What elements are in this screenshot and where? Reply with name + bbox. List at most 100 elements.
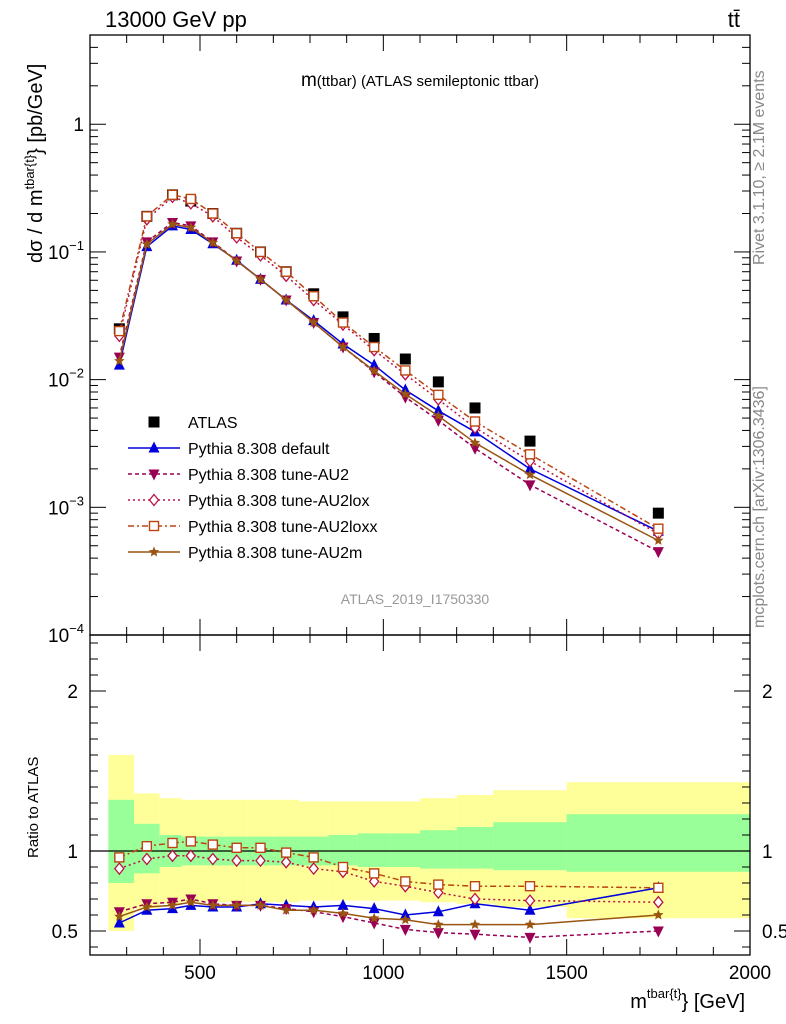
x-tick-label: 2000 — [729, 963, 771, 984]
data-point — [432, 376, 444, 388]
legend-entry-pythia-8-308-default: Pythia 8.308 default — [128, 441, 330, 458]
legend-entry-pythia-8-308-tune-au2: Pythia 8.308 tune-AU2 — [128, 467, 349, 484]
source-label: mcplots.cern.ch [arXiv:1306.3436] — [751, 386, 768, 628]
ratio-point — [469, 929, 481, 941]
ratio-point — [255, 854, 266, 868]
data-point — [185, 222, 197, 233]
ratio-point — [280, 847, 292, 858]
ratio-point — [432, 886, 444, 900]
ratio-point — [114, 911, 125, 922]
x-axis-label: mtbar{t}} [GeV] — [630, 986, 745, 1013]
y-tick-label: 10−2 — [48, 366, 84, 392]
x-tick-label: 1500 — [546, 963, 588, 984]
ratio-point — [207, 899, 219, 910]
legend-entry-pythia-8-308-tune-au2lox: Pythia 8.308 tune-AU2lox — [128, 493, 369, 510]
ratio-point — [368, 912, 380, 923]
ratio-point — [524, 903, 536, 915]
ratio-point — [433, 919, 444, 930]
data-point — [167, 218, 178, 229]
legend-marker — [148, 546, 160, 557]
ratio-point — [337, 898, 349, 910]
x-tick-label: 1000 — [362, 963, 404, 984]
data-point — [113, 358, 125, 370]
ratio-point — [469, 919, 481, 930]
data-point — [469, 416, 481, 427]
ratio-point — [524, 919, 536, 930]
analysis-id-label: ATLAS_2019_I1750330 — [341, 591, 490, 607]
ratio-point — [308, 852, 319, 863]
series-line — [118, 221, 659, 553]
data-point — [280, 266, 292, 277]
ratio-point — [652, 895, 664, 909]
data-point — [337, 341, 349, 352]
ratio-y-axis-label: Ratio to ATLAS — [25, 757, 42, 858]
ratio-y-tick-label-right: 0.5 — [762, 922, 786, 943]
ratio-point — [400, 914, 411, 925]
legend-entry-pythia-8-308-tune-au2loxx: Pythia 8.308 tune-AU2loxx — [128, 519, 377, 536]
data-point — [167, 189, 178, 201]
data-point — [469, 402, 481, 414]
ratio-point — [185, 896, 197, 907]
ratio-point — [308, 862, 320, 876]
legend-entry-pythia-8-308-tune-au2m: Pythia 8.308 tune-AU2m — [128, 545, 362, 562]
ratio-point — [337, 907, 349, 918]
y-tick-label: 10−3 — [48, 493, 84, 519]
ratio-point — [185, 836, 197, 847]
legend-marker — [148, 441, 160, 453]
ratio-point — [255, 842, 266, 853]
ratio-point — [337, 861, 349, 873]
series-line — [118, 223, 659, 542]
ratio-point — [432, 905, 444, 917]
data-point — [433, 410, 444, 421]
data-point — [368, 332, 380, 344]
ratio-point — [524, 894, 536, 908]
data-point — [400, 365, 411, 376]
legend-label: Pythia 8.308 tune-AU2lox — [188, 493, 369, 510]
ratio-point — [185, 849, 197, 863]
data-point — [368, 341, 380, 353]
legend-marker — [148, 469, 160, 481]
legend-label: Pythia 8.308 default — [188, 441, 330, 458]
data-point — [337, 317, 349, 328]
data-point — [433, 389, 444, 401]
main-title: m(ttbar) (ATLAS semileptonic ttbar) — [301, 70, 539, 91]
data-point — [308, 291, 319, 302]
legend-entry-atlas: ATLAS — [148, 415, 238, 432]
series-pythia-8-308-tune-au2m — [114, 218, 664, 545]
ratio-point — [432, 928, 444, 940]
data-point — [524, 462, 536, 474]
band-inner-bin — [328, 835, 358, 866]
series-line — [118, 196, 659, 535]
y-tick-label: 10−1 — [48, 238, 84, 264]
data-point — [469, 437, 481, 448]
ratio-point — [167, 899, 178, 910]
ratio-point — [255, 899, 266, 910]
ratio-y-tick-label-right: 1 — [762, 842, 773, 863]
ratio-point — [231, 842, 242, 853]
legend-marker — [148, 493, 160, 507]
x-tick-label: 500 — [184, 963, 216, 984]
main-panel: 10−4 10−3 10−2 10−1 1 m(ttbar) (ATLAS semile… — [22, 34, 751, 647]
y-tick-label: 10−4 — [48, 621, 84, 647]
legend-label: Pythia 8.308 tune-AU2loxx — [188, 519, 377, 536]
ratio-point — [141, 852, 153, 866]
ratio-point — [368, 902, 380, 914]
collision-label: 13000 GeV pp — [105, 7, 247, 32]
ratio-point — [368, 868, 380, 879]
ratio-point — [141, 841, 153, 852]
ratio-line — [119, 840, 659, 889]
data-point — [141, 211, 153, 222]
ratio-point — [653, 909, 664, 920]
data-point — [368, 358, 380, 370]
ratio-point — [280, 904, 292, 915]
data-point — [308, 317, 319, 327]
data-point — [207, 208, 219, 219]
ratio-line — [118, 887, 659, 924]
data-point — [280, 294, 292, 305]
data-point — [255, 273, 266, 284]
data-point — [652, 547, 664, 559]
ratio-point — [433, 879, 444, 890]
ratio-series-pythia-8-308-tune-au2m — [114, 896, 664, 930]
ratio-point — [337, 912, 349, 924]
